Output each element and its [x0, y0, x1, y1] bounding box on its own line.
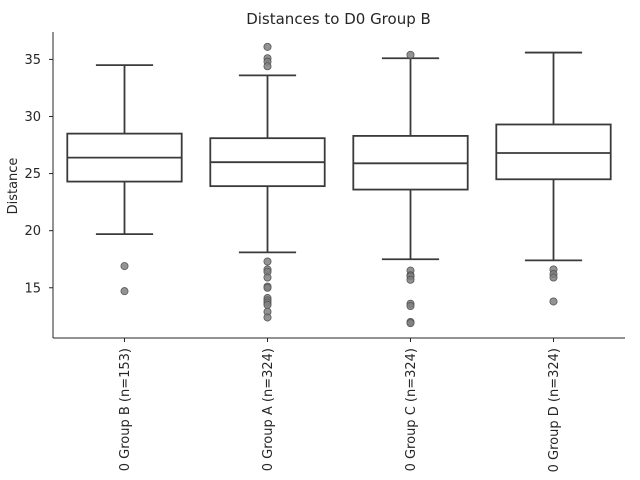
outlier-point [406, 50, 415, 59]
outlier-point [263, 300, 272, 309]
outlier-point [263, 273, 272, 282]
y-tick-label: 35 [24, 53, 41, 68]
x-tick-group: 0 Group B (n=153) 0 Group A (n=324) 0 Grou… [118, 338, 562, 472]
y-tick-label: 20 [24, 224, 41, 239]
outlier-point [120, 287, 129, 296]
outlier-point [120, 262, 129, 271]
chart-title: Distances to D0 Group B [246, 10, 431, 28]
box-3 [352, 50, 469, 328]
box-1 [66, 64, 183, 296]
y-tick-group: 15 20 25 30 35 [24, 53, 53, 296]
x-tick-label: 0 Group B (n=153) [118, 348, 133, 471]
y-axis-label: Distance [6, 158, 21, 215]
outlier-point [263, 257, 272, 266]
outlier-point [263, 313, 272, 322]
box-2 [209, 42, 326, 322]
x-tick-label: 0 Group A (n=324) [261, 348, 276, 471]
outlier-point [406, 302, 415, 311]
iqr-box [495, 123, 612, 181]
outlier-point [263, 42, 272, 51]
y-tick-label: 30 [24, 110, 41, 125]
outlier-point [263, 62, 272, 71]
outlier-point [549, 273, 558, 282]
box-4 [495, 51, 612, 306]
y-tick-label: 25 [24, 167, 41, 182]
outlier-point [406, 275, 415, 284]
outlier-point [406, 319, 415, 328]
outlier-point [549, 297, 558, 306]
y-tick-label: 15 [24, 281, 41, 296]
box-group [66, 42, 612, 328]
outlier-point [263, 283, 272, 292]
x-tick-label: 0 Group D (n=324) [547, 348, 562, 472]
x-tick-label: 0 Group C (n=324) [404, 348, 419, 471]
